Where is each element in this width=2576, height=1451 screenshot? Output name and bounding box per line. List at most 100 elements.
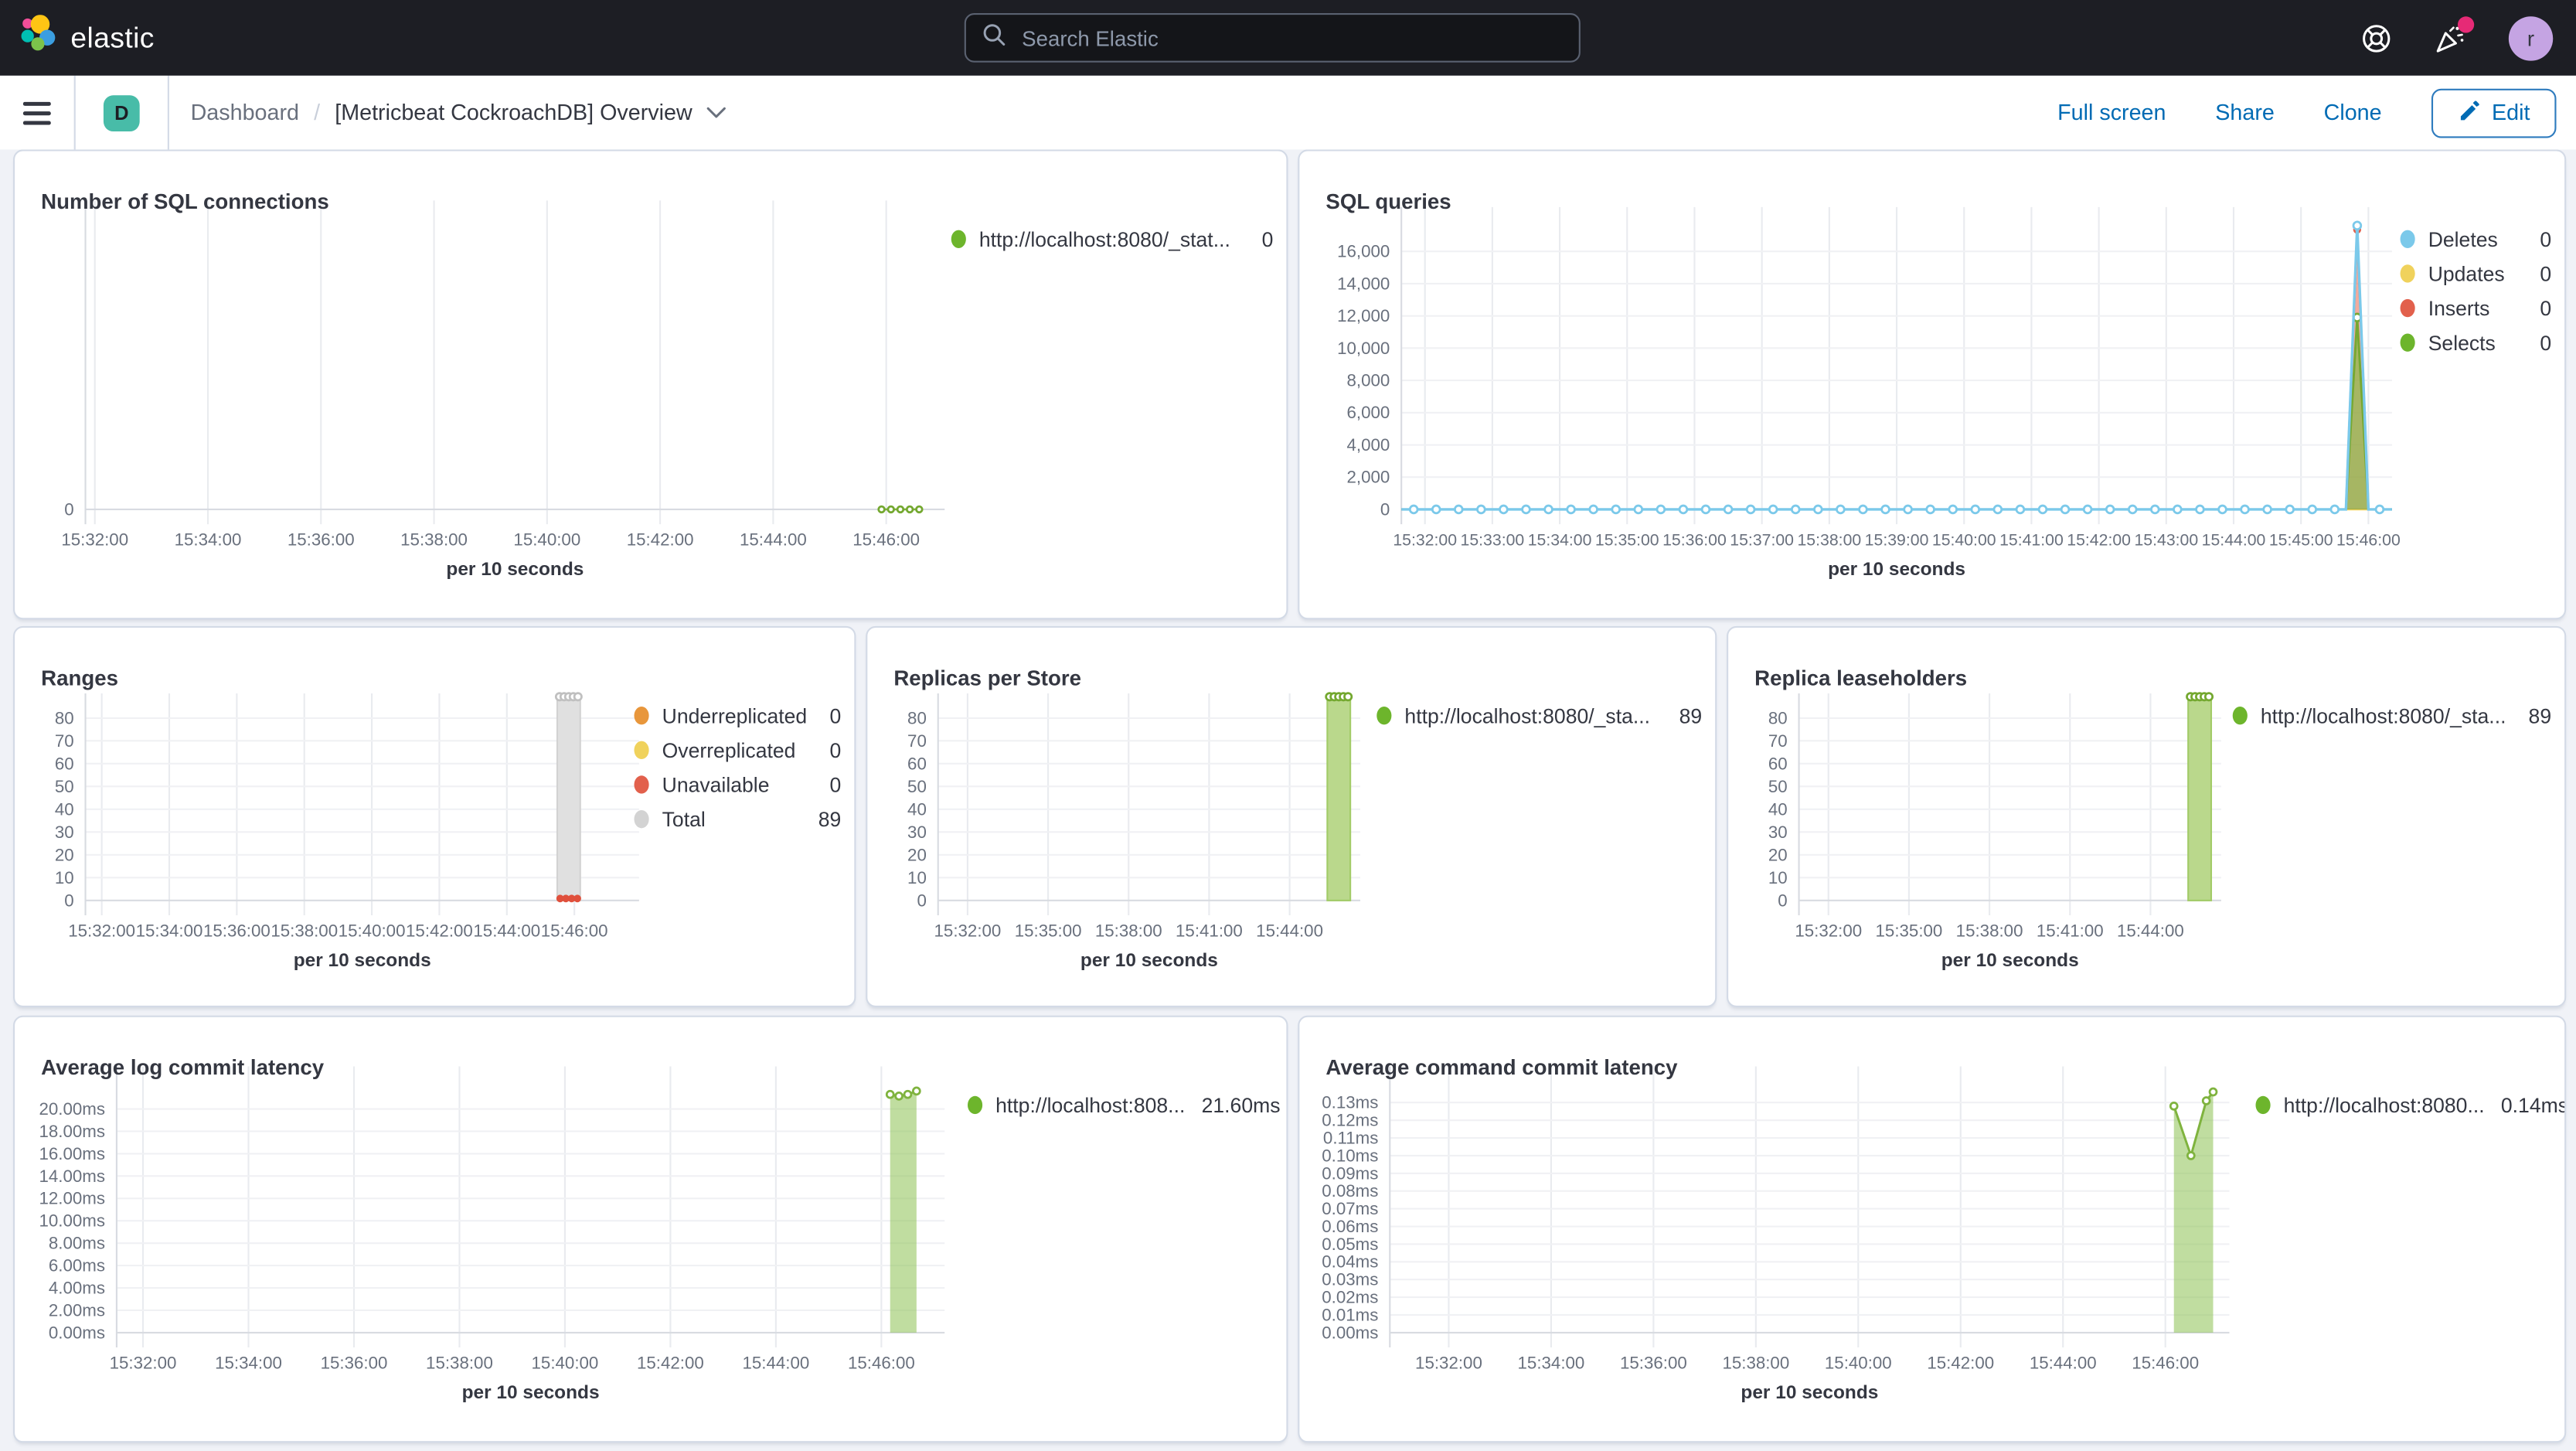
svg-text:50: 50 (907, 777, 927, 796)
svg-text:15:32:00: 15:32:00 (61, 530, 128, 550)
svg-text:18.00ms: 18.00ms (39, 1122, 106, 1141)
legend-item[interactable]: Inserts 0 (2400, 296, 2552, 320)
legend-item[interactable]: Updates 0 (2400, 262, 2552, 285)
panel-replicas-per-store: Replicas per Store 0 10 20 30 40 50 60 70 80 15:3… (866, 625, 1717, 1008)
legend-series-value: 89 (2528, 703, 2552, 727)
chart-average-command-commit-latency[interactable]: 0.00ms 0.01ms 0.02ms 0.03ms 0.04ms 0.05ms 0.06… (1299, 1017, 2564, 1441)
legend-item[interactable]: http://localhost:8080/_sta... 89 (2232, 703, 2552, 727)
legend-series-value: 0 (829, 738, 842, 762)
svg-text:15:32:00: 15:32:00 (110, 1354, 177, 1373)
chart-sql-queries[interactable]: 0 2,000 4,000 6,000 8,000 10,000 12,000 14,000 1… (1299, 152, 2564, 618)
panel-title: Average command commit latency (1325, 1054, 1678, 1080)
menu-icon[interactable] (0, 76, 74, 150)
legend-item[interactable]: Unavailable 0 (634, 773, 841, 796)
edit-button[interactable]: Edit (2431, 87, 2557, 138)
svg-text:0.00ms: 0.00ms (49, 1323, 105, 1342)
svg-text:0.04ms: 0.04ms (1322, 1252, 1378, 1272)
svg-text:14.00ms: 14.00ms (39, 1167, 106, 1186)
svg-text:16.00ms: 16.00ms (39, 1144, 106, 1163)
legend-series-value: 0 (2540, 262, 2552, 285)
legend-item[interactable]: http://localhost:808... 21.60ms (968, 1094, 1281, 1116)
svg-text:4.00ms: 4.00ms (49, 1278, 105, 1297)
legend-item[interactable]: http://localhost:8080/_stat... 0 (951, 227, 1273, 250)
legend-item[interactable]: Total 89 (634, 807, 841, 831)
chart-number-of-sql-connections[interactable]: 0 15:32:00 15:34:00 15:36:00 15:38:00 15:40:0… (15, 152, 1286, 618)
panel-replica-leaseholders: Replica leaseholders 0 10 20 30 40 50 60 70 80 15… (1727, 625, 2567, 1008)
svg-text:15:40:00: 15:40:00 (532, 1354, 599, 1373)
svg-text:per 10 seconds: per 10 seconds (462, 1382, 600, 1403)
svg-text:15:36:00: 15:36:00 (1662, 531, 1727, 550)
svg-text:15:46:00: 15:46:00 (852, 530, 920, 550)
svg-text:per 10 seconds: per 10 seconds (294, 950, 431, 971)
svg-text:15:44:00: 15:44:00 (2030, 1354, 2097, 1373)
svg-text:per 10 seconds: per 10 seconds (1828, 559, 1965, 580)
svg-text:0.01ms: 0.01ms (1322, 1305, 1378, 1324)
chart-ranges[interactable]: 0 10 20 30 40 50 60 70 80 15:32:00 15:34:00 15:36:0… (15, 628, 854, 1006)
svg-text:15:35:00: 15:35:00 (1595, 531, 1659, 550)
legend-series-dot-icon (2232, 707, 2248, 725)
chevron-down-icon[interactable] (707, 107, 727, 118)
panel-title: Average log commit latency (41, 1054, 325, 1080)
global-search-box[interactable] (964, 13, 1581, 63)
chart-replica-leaseholders[interactable]: 0 10 20 30 40 50 60 70 80 15:32:00 15:35:00 15:38:0… (1728, 628, 2564, 1006)
newsfeed-icon[interactable] (2435, 15, 2475, 53)
elastic-logo[interactable]: elastic (0, 15, 155, 61)
chart-average-log-commit-latency[interactable]: 0.00ms 2.00ms 4.00ms 6.00ms 8.00ms 10.00ms 12.… (15, 1017, 1286, 1441)
legend-series-label: Selects (2428, 331, 2496, 355)
panel-title: SQL queries (1325, 189, 1451, 214)
svg-text:0: 0 (1380, 499, 1390, 519)
svg-text:6.00ms: 6.00ms (49, 1256, 105, 1276)
legend-item[interactable]: Selects 0 (2400, 331, 2552, 355)
legend-series-value: 0 (2540, 296, 2552, 320)
svg-text:per 10 seconds: per 10 seconds (1941, 950, 2079, 971)
legend-series-dot-icon (968, 1095, 983, 1115)
svg-text:15:38:00: 15:38:00 (1095, 921, 1162, 941)
legend-item[interactable]: Overreplicated 0 (634, 738, 842, 762)
svg-text:15:44:00: 15:44:00 (1256, 921, 1323, 941)
svg-text:8.00ms: 8.00ms (49, 1234, 105, 1253)
svg-text:0.07ms: 0.07ms (1322, 1199, 1378, 1218)
legend-item[interactable]: Deletes 0 (2400, 227, 2551, 250)
elastic-logo-icon (20, 15, 58, 61)
svg-text:30: 30 (55, 823, 74, 842)
page-title[interactable]: [Metricbeat CockroachDB] Overview (335, 100, 692, 125)
svg-text:15:35:00: 15:35:00 (1015, 921, 1082, 941)
svg-text:14,000: 14,000 (1337, 274, 1390, 293)
svg-text:0: 0 (917, 891, 926, 910)
clone-button[interactable]: Clone (2323, 100, 2382, 125)
breadcrumb: Dashboard / [Metricbeat CockroachDB] Ove… (191, 100, 727, 125)
breadcrumb-dashboard-link[interactable]: Dashboard (190, 100, 299, 125)
svg-text:15:42:00: 15:42:00 (2067, 531, 2131, 550)
avatar[interactable]: r (2508, 15, 2554, 60)
legend-series-value: 0 (2540, 331, 2552, 355)
legend-series-label: Updates (2428, 262, 2505, 285)
legend-series-label: Total (662, 807, 706, 831)
pencil-icon (2457, 99, 2480, 127)
svg-text:6,000: 6,000 (1346, 403, 1390, 422)
svg-text:20.00ms: 20.00ms (39, 1099, 106, 1119)
legend-series-value: 0.14ms (2500, 1093, 2567, 1117)
legend-series-dot-icon (1376, 707, 1392, 725)
legend-series-dot-icon (2400, 264, 2415, 283)
search-input[interactable] (1018, 23, 1563, 52)
full-screen-button[interactable]: Full screen (2057, 100, 2166, 125)
svg-text:15:36:00: 15:36:00 (288, 530, 355, 550)
svg-text:0.08ms: 0.08ms (1322, 1181, 1378, 1201)
legend-series-label: http://localhost:8080/_sta... (2260, 703, 2506, 727)
svg-text:15:42:00: 15:42:00 (637, 1354, 704, 1373)
share-button[interactable]: Share (2215, 100, 2275, 125)
legend-item[interactable]: Underreplicated 0 (634, 704, 841, 727)
help-icon[interactable] (2361, 22, 2392, 53)
toolbar-divider (73, 75, 76, 150)
chart-legend: http://localhost:8080/_stat... 0 (951, 227, 1273, 250)
chart-replicas-per-store[interactable]: 0 10 20 30 40 50 60 70 80 15:32:00 15:35:00 15:38:0… (867, 628, 1715, 1006)
svg-text:60: 60 (55, 754, 74, 773)
svg-text:16,000: 16,000 (1337, 242, 1390, 261)
legend-item[interactable]: http://localhost:8080/_sta... 89 (1376, 704, 1702, 727)
legend-item[interactable]: http://localhost:8080... 0.14ms (2255, 1094, 2564, 1116)
panel-average-command-commit-latency: Average command commit latency 0.00ms 0.0… (1298, 1015, 2567, 1443)
svg-text:20: 20 (1768, 845, 1788, 864)
chart-legend: http://localhost:8080/_sta... 89 (1376, 704, 1702, 727)
svg-text:15:38:00: 15:38:00 (271, 921, 338, 941)
svg-text:70: 70 (1768, 731, 1788, 751)
